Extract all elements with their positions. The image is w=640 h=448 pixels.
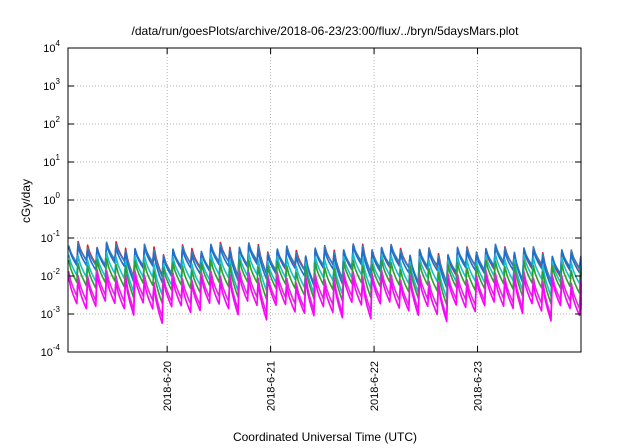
y-tick-label-exponent: 1 [56, 153, 61, 162]
y-tick-label-exponent: -2 [53, 267, 61, 276]
y-tick-label-base: 10 [43, 195, 55, 207]
series-line [67, 251, 582, 299]
y-tick-label: 10-1 [41, 229, 61, 245]
x-tick-label: 2018-6-20 [162, 361, 174, 411]
series-line [67, 243, 582, 289]
y-tick-label: 103 [43, 77, 60, 93]
y-tick-label-base: 10 [43, 157, 55, 169]
y-tick-label-exponent: 3 [56, 77, 61, 86]
series-line [67, 273, 582, 325]
y-tick-label: 100 [43, 191, 60, 207]
y-tick-label-exponent: -3 [53, 305, 61, 314]
y-axis-title: cGy/day [19, 179, 33, 223]
y-tick-label-base: 10 [43, 119, 55, 131]
y-tick-label: 101 [43, 153, 60, 169]
y-tick-label-exponent: -1 [53, 229, 61, 238]
y-tick-label: 10-2 [41, 267, 61, 283]
y-tick-label: 10-4 [41, 343, 61, 359]
y-tick-label: 104 [43, 39, 60, 55]
series-line [67, 241, 582, 284]
y-tick-label: 10-3 [41, 305, 61, 321]
series-line [67, 258, 582, 306]
y-tick-label-base: 10 [41, 271, 53, 283]
x-tick-label: 2018-6-21 [266, 361, 278, 411]
y-tick-label-base: 10 [41, 347, 53, 359]
y-tick-label-exponent: 0 [56, 191, 61, 200]
y-tick-label-exponent: 2 [56, 115, 61, 124]
y-tick-label-base: 10 [41, 309, 53, 321]
y-tick-label-exponent: -4 [53, 343, 61, 352]
x-tick-label: 2018-6-22 [369, 361, 381, 411]
y-tick-label-base: 10 [43, 81, 55, 93]
y-tick-label-base: 10 [41, 233, 53, 245]
y-tick-label-exponent: 4 [56, 39, 61, 48]
x-tick-label: 2018-6-23 [473, 361, 485, 411]
y-tick-label: 102 [43, 115, 60, 131]
series-lines [67, 240, 582, 325]
y-tick-label-base: 10 [43, 43, 55, 55]
x-axis-title: Coordinated Universal Time (UTC) [233, 430, 417, 444]
chart-title: /data/run/goesPlots/archive/2018-06-23/2… [132, 24, 520, 38]
x-axis-ticks: 2018-6-20 2018-6-21 2018-6-22 2018-6-23 [162, 48, 485, 411]
